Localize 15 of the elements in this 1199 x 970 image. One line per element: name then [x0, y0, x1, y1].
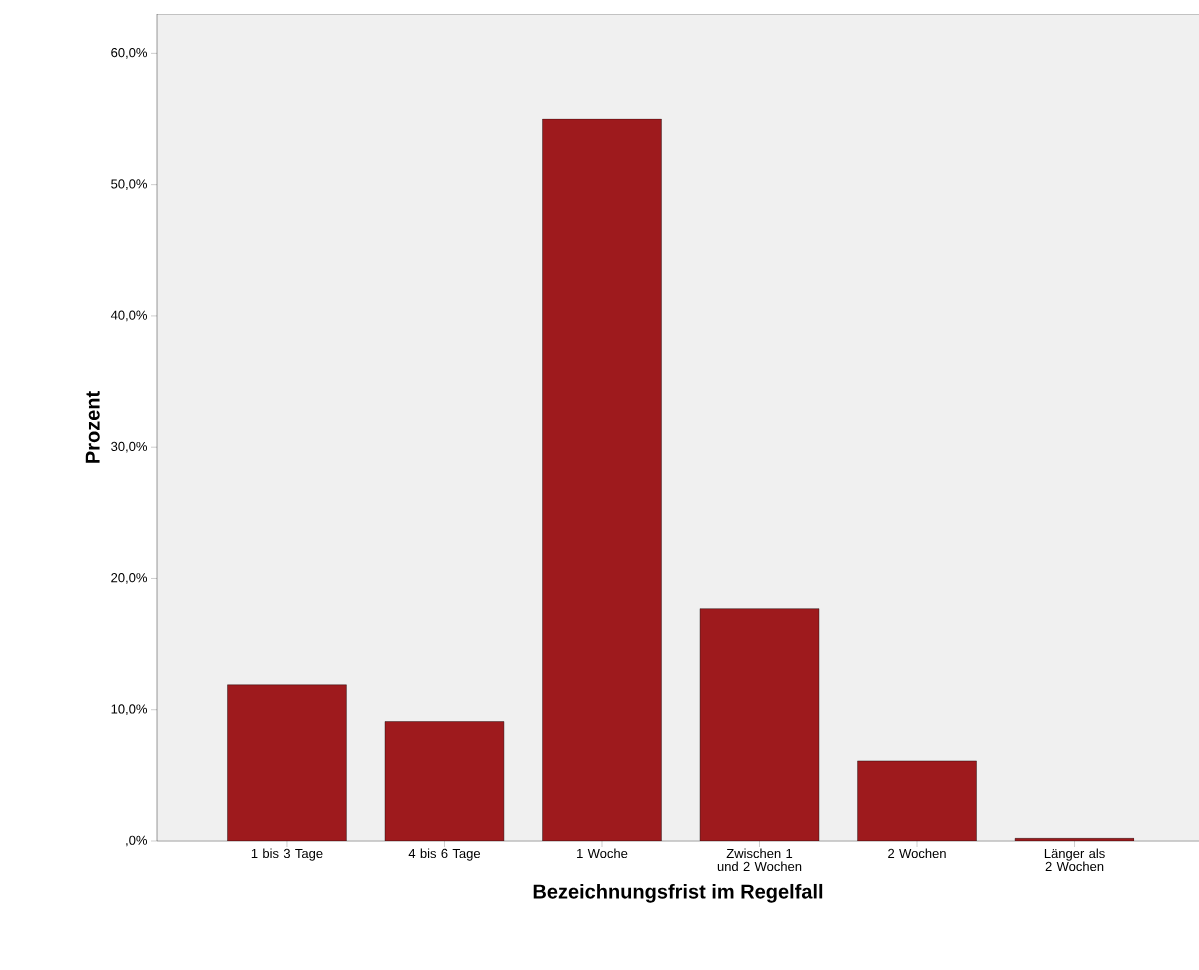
- x-tick-label: 1 Woche: [577, 848, 628, 859]
- y-tick-label: ,0%: [126, 835, 148, 847]
- x-tick-label: 2 Wochen: [888, 848, 946, 859]
- y-tick-label: 10,0%: [111, 704, 148, 716]
- y-axis-title: Prozent: [85, 391, 100, 463]
- y-tick-label: 40,0%: [110, 310, 148, 322]
- x-tick-label: Zwischen 1 und 2 Wochen: [717, 848, 802, 872]
- y-tick-label: 60,0%: [111, 48, 148, 59]
- y-tick-label: 50,0%: [111, 179, 148, 191]
- y-tick-label: 20,0%: [111, 573, 148, 584]
- y-tick-label: 30,0%: [111, 441, 148, 453]
- x-tick-label: Länger als 2 Wochen: [1044, 848, 1105, 872]
- x-tick-label: 4 bis 6 Tage: [408, 848, 481, 861]
- x-tick-label: 1 bis 3 Tage: [251, 848, 323, 861]
- x-axis-title: Bezeichnungsfrist im Regelfall: [533, 883, 823, 903]
